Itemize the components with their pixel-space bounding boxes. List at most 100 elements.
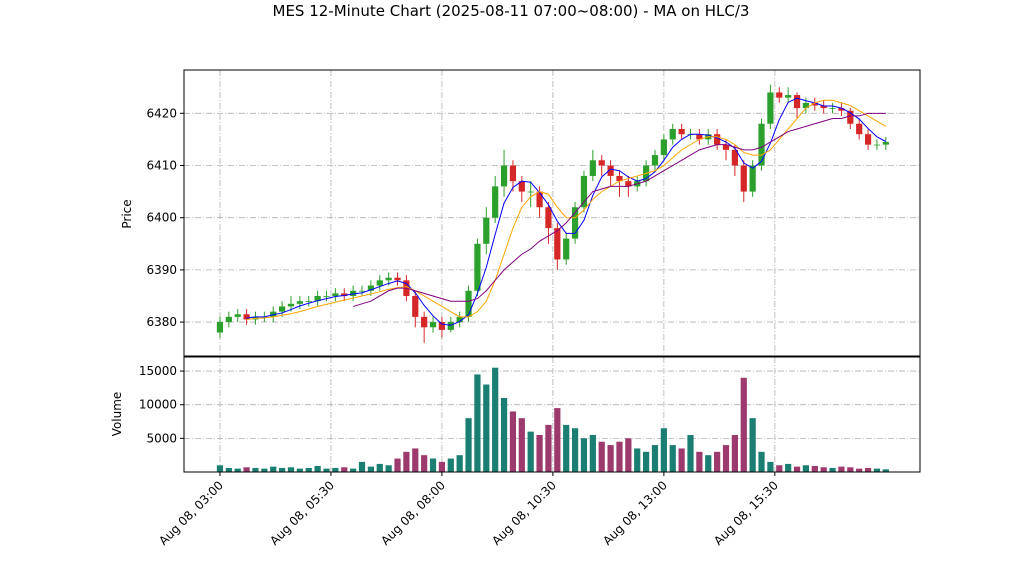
candle-body <box>492 186 499 218</box>
candle-body <box>820 105 827 109</box>
candle-body <box>829 108 836 109</box>
candle-body <box>518 181 525 192</box>
volume-bar <box>376 463 383 472</box>
y-tick-label: 6380 <box>146 315 177 329</box>
volume-bar <box>350 468 357 472</box>
volume-bar <box>785 463 792 472</box>
y-tick-label: 6390 <box>146 263 177 277</box>
volume-bar <box>421 455 428 472</box>
volume-bar <box>696 451 703 472</box>
y-tick-label: 6400 <box>146 211 177 225</box>
volume-bar <box>314 465 321 472</box>
volume-bar <box>793 466 801 472</box>
volume-bar <box>589 434 596 472</box>
candle-body <box>589 160 596 176</box>
volume-tick-label: 15000 <box>139 364 177 378</box>
volume-bar <box>252 467 259 472</box>
candle-body <box>749 165 756 192</box>
volume-bar <box>767 461 774 472</box>
candle-body <box>456 316 463 323</box>
x-tick-label: Aug 08, 10:30 <box>489 478 559 548</box>
volume-bar <box>802 465 810 472</box>
candle-body <box>438 322 446 330</box>
volume-tick-label: 10000 <box>139 398 177 412</box>
volume-bar <box>838 466 845 472</box>
volume-bar <box>643 451 650 472</box>
volume-bar <box>270 466 277 472</box>
volume-bar <box>749 418 756 472</box>
volume-bar <box>429 458 437 472</box>
candle-body <box>545 207 552 229</box>
volume-bar <box>394 458 401 472</box>
ma-line <box>246 97 887 326</box>
volume-bar <box>678 448 685 472</box>
volume-bar <box>722 445 730 472</box>
y-axis-label: Price <box>120 199 134 228</box>
y-tick-label: 6420 <box>146 106 177 120</box>
volume-bar <box>234 468 241 472</box>
volume-bar <box>580 438 588 472</box>
candle-body <box>465 290 472 317</box>
volume-bar <box>403 451 410 472</box>
candle-body <box>776 92 783 98</box>
candle-body <box>554 228 561 260</box>
candle-body <box>802 102 810 109</box>
y-tick-label: 6410 <box>146 159 177 173</box>
candle-body <box>580 175 588 208</box>
candle-body <box>421 316 428 328</box>
volume-bar <box>651 445 659 472</box>
ma-line <box>246 99 887 320</box>
candle-body <box>447 322 454 330</box>
candle-body <box>847 110 854 124</box>
volume-bar <box>829 467 836 472</box>
volume-bar <box>554 408 561 472</box>
candle-body <box>598 160 605 166</box>
candle-body <box>767 92 774 124</box>
volume-bar <box>714 451 721 472</box>
volume-bar <box>731 434 738 472</box>
candle-body <box>785 95 792 98</box>
candle-body <box>474 243 481 291</box>
volume-bar <box>687 434 694 472</box>
candle-body <box>758 123 765 166</box>
candle-body <box>483 217 490 244</box>
candle-body <box>864 134 872 145</box>
volume-bar <box>492 367 499 472</box>
x-tick-label: Aug 08, 05:30 <box>267 478 337 548</box>
volume-bar <box>776 465 783 472</box>
candle-body <box>660 139 667 156</box>
candle-body <box>616 175 623 182</box>
candle-body <box>500 165 508 187</box>
volume-bar <box>358 461 366 472</box>
volume-bar <box>527 431 534 472</box>
volume-bar <box>243 467 250 472</box>
volume-bar <box>811 465 818 472</box>
candle-body <box>394 277 401 281</box>
volume-bar <box>465 418 472 472</box>
volume-bar <box>216 465 224 472</box>
candle-body <box>314 295 321 302</box>
candle-body <box>376 280 383 286</box>
x-tick-label: Aug 08, 15:30 <box>711 478 781 548</box>
x-tick-label: Aug 08, 08:00 <box>378 478 448 548</box>
volume-bar <box>278 467 286 472</box>
volume-bar <box>332 467 339 472</box>
volume-bar <box>634 448 641 472</box>
volume-bar <box>856 468 863 472</box>
chart-title: MES 12-Minute Chart (2025-08-11 07:00~08… <box>273 2 750 20</box>
volume-bar <box>296 468 303 472</box>
volume-bar <box>740 377 747 472</box>
volume-bar <box>474 374 481 472</box>
volume-bar <box>758 451 765 472</box>
candle-body <box>722 144 730 150</box>
volume-bar <box>607 445 614 472</box>
volume-bar <box>705 455 712 472</box>
volume-bar <box>385 465 392 472</box>
candle-body <box>793 95 801 109</box>
candle-body <box>287 303 295 307</box>
volume-bar <box>412 448 419 472</box>
candle-body <box>811 102 818 106</box>
volume-bar <box>287 467 295 472</box>
volume-bar <box>660 428 667 472</box>
